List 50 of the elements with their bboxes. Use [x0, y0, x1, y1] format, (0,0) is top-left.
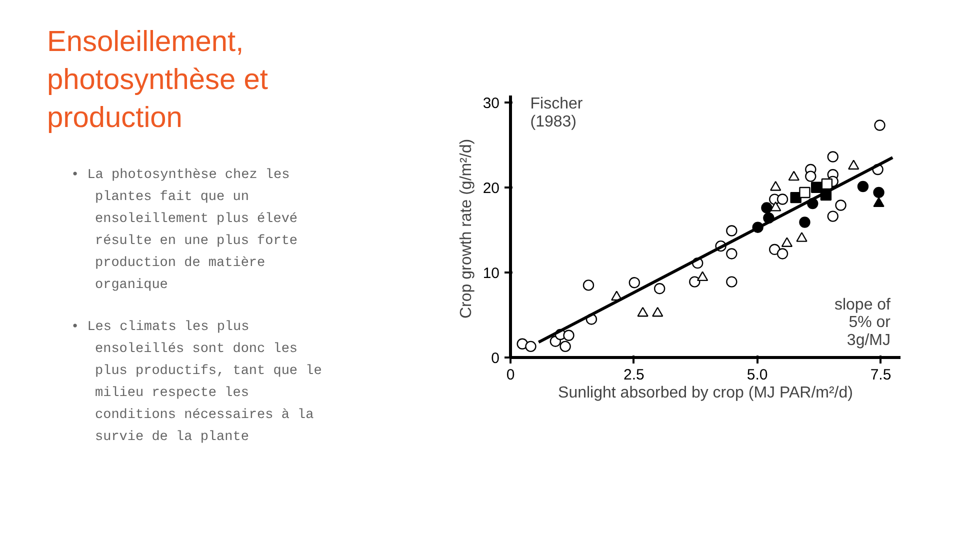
point: [726, 276, 738, 288]
point: [821, 178, 833, 190]
x-axis-title: Sunlight absorbed by crop (MJ PAR/m²/d): [558, 384, 853, 402]
point: [726, 248, 738, 260]
y-tick-label: 0: [491, 350, 500, 367]
point: [560, 340, 571, 352]
point: [874, 120, 886, 131]
point: [805, 170, 816, 182]
point: [835, 200, 846, 211]
point: [637, 306, 648, 317]
point: [769, 244, 780, 256]
point: [761, 202, 772, 214]
text: • La photosynthèse chez les plantes fait que un ensoleillement plus élevé résulte en une plus forte production de matière organique: [71, 167, 299, 295]
x-tick-label: 7.5: [870, 366, 892, 384]
annotation: Fischer (1983): [530, 96, 584, 130]
point: [788, 170, 800, 181]
point: [525, 340, 536, 352]
point: [776, 248, 788, 260]
y-axis-title: Crop growth rate (g/m²/d): [458, 138, 475, 319]
point: [628, 277, 640, 288]
point: [799, 216, 810, 228]
point: [726, 225, 738, 236]
text: Ensoleillement, photosynthèse et production: [47, 25, 269, 136]
point: [563, 330, 574, 341]
point: [689, 276, 700, 288]
point: [652, 306, 664, 317]
point: [827, 210, 838, 222]
x-tick-label: 5.0: [746, 366, 768, 384]
point: [776, 194, 788, 205]
point: [827, 151, 838, 162]
point: [654, 283, 666, 294]
point: [873, 197, 884, 208]
point: [582, 280, 594, 291]
y-tick-label: 10: [482, 264, 500, 282]
point: [810, 182, 822, 193]
point: [873, 186, 884, 198]
y-tick-label: 20: [482, 180, 500, 197]
point: [770, 180, 782, 191]
x-tick-label: 2.5: [623, 366, 644, 384]
point: [770, 201, 782, 212]
x-tick-label: 0: [506, 366, 515, 384]
point: [796, 232, 808, 242]
point: [799, 186, 810, 198]
point: [857, 180, 869, 192]
y-tick-label: 30: [482, 94, 500, 112]
point: [848, 160, 860, 170]
point: [781, 237, 793, 247]
text: • Les climats les plus ensoleillés sont donc les plus productifs, tant que le milieu respecte les conditions nécessaires à la survie de la plante: [71, 319, 323, 447]
annotation: slope of 5% or 3g/MJ: [834, 296, 892, 349]
point: [696, 271, 708, 282]
